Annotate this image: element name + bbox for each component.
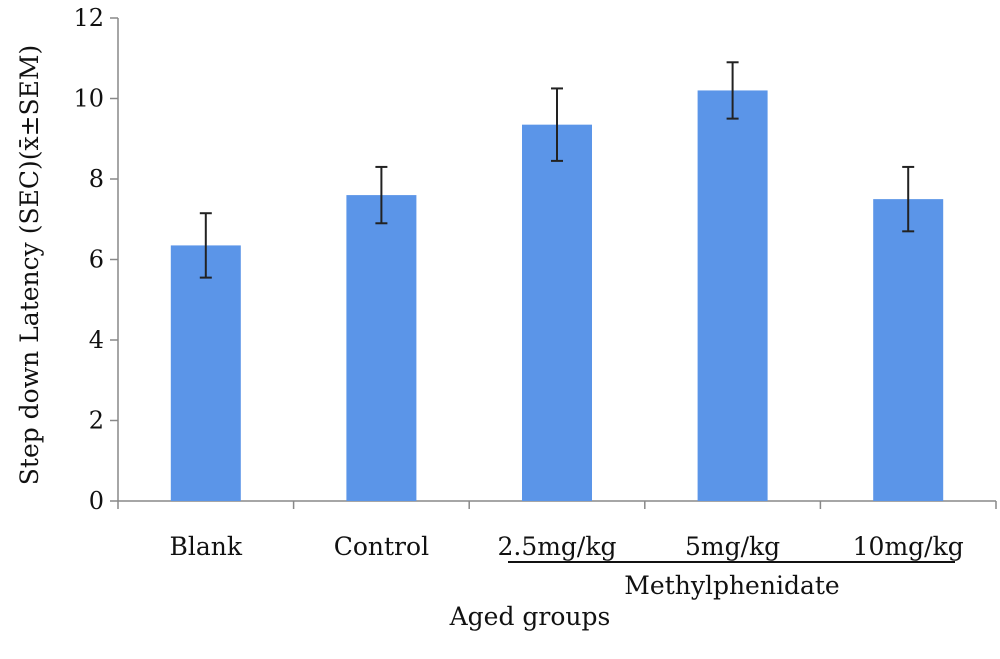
y-tick-label: 0 bbox=[89, 487, 104, 515]
bar-blank bbox=[170, 245, 241, 501]
y-ticks: 0 2 4 6 8 10 12 bbox=[73, 4, 997, 515]
x-tick-label: 5mg/kg bbox=[685, 532, 780, 561]
bar-control bbox=[346, 195, 417, 501]
bars bbox=[170, 90, 944, 501]
x-tick-label: 2.5mg/kg bbox=[497, 532, 616, 561]
bar-5mg-kg bbox=[697, 90, 768, 501]
y-axis-title: Step down Latency (SEC)(x̄±SEM) bbox=[15, 45, 44, 485]
x-axis-title: Aged groups bbox=[449, 602, 611, 631]
y-tick-label: 4 bbox=[89, 326, 104, 354]
group-label: Methylphenidate bbox=[624, 571, 839, 600]
bar-2-5mg-kg bbox=[522, 124, 592, 501]
y-tick-label: 12 bbox=[73, 4, 104, 32]
error-bars bbox=[199, 61, 915, 279]
y-tick-label: 10 bbox=[73, 85, 104, 113]
y-tick-label: 2 bbox=[89, 407, 104, 435]
y-tick-label: 8 bbox=[89, 165, 104, 193]
y-tick-label: 6 bbox=[89, 246, 104, 274]
x-tick-labels: Blank Control 2.5mg/kg 5mg/kg 10mg/kg bbox=[170, 532, 964, 561]
x-tick-label: Blank bbox=[170, 532, 243, 561]
x-tick-label: Control bbox=[334, 532, 429, 561]
bar-10mg-kg bbox=[873, 199, 944, 501]
x-tick-label: 10mg/kg bbox=[853, 532, 964, 561]
